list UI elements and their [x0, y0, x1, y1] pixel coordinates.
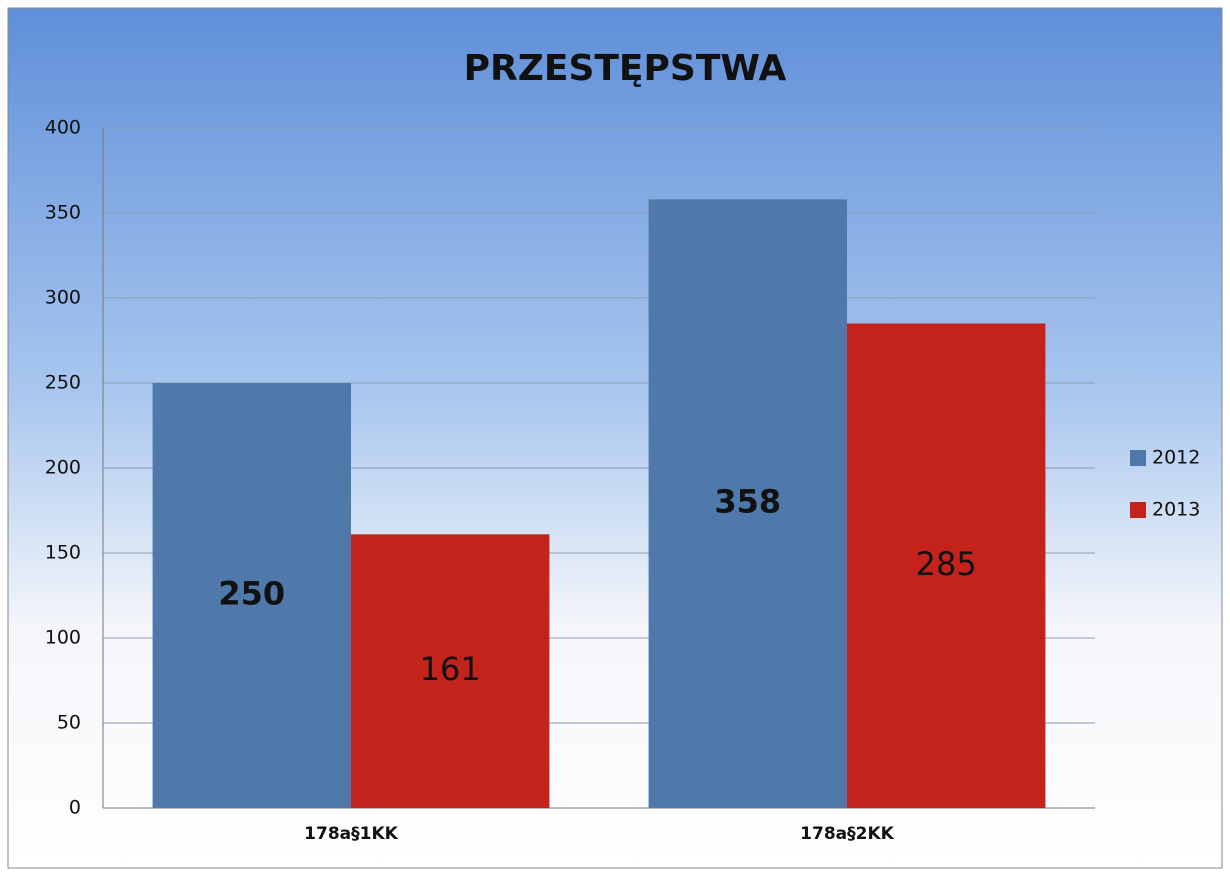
y-tick-label: 300 — [45, 287, 81, 309]
y-tick-label: 0 — [69, 797, 81, 819]
data-label: 358 — [714, 483, 781, 521]
data-label: 250 — [218, 575, 285, 613]
x-tick-label: 178a§2KK — [800, 824, 894, 844]
x-tick-label: 178a§1KK — [304, 824, 398, 844]
bar — [351, 534, 550, 808]
bar — [847, 323, 1046, 808]
legend-swatch — [1130, 502, 1146, 518]
y-tick-label: 100 — [45, 627, 81, 649]
bar — [648, 199, 847, 808]
legend-label: 2013 — [1152, 499, 1200, 521]
y-tick-label: 350 — [45, 202, 81, 224]
y-tick-label: 50 — [57, 712, 81, 734]
bar — [152, 383, 351, 808]
y-tick-label: 150 — [45, 542, 81, 564]
data-label: 161 — [420, 650, 481, 688]
data-label: 285 — [916, 545, 977, 583]
y-tick-label: 200 — [45, 457, 81, 479]
legend-swatch — [1130, 450, 1146, 466]
chart-title: PRZESTĘPSTWA — [464, 48, 787, 89]
y-tick-label: 400 — [45, 117, 81, 139]
legend-label: 2012 — [1152, 447, 1200, 469]
y-tick-label: 250 — [45, 372, 81, 394]
